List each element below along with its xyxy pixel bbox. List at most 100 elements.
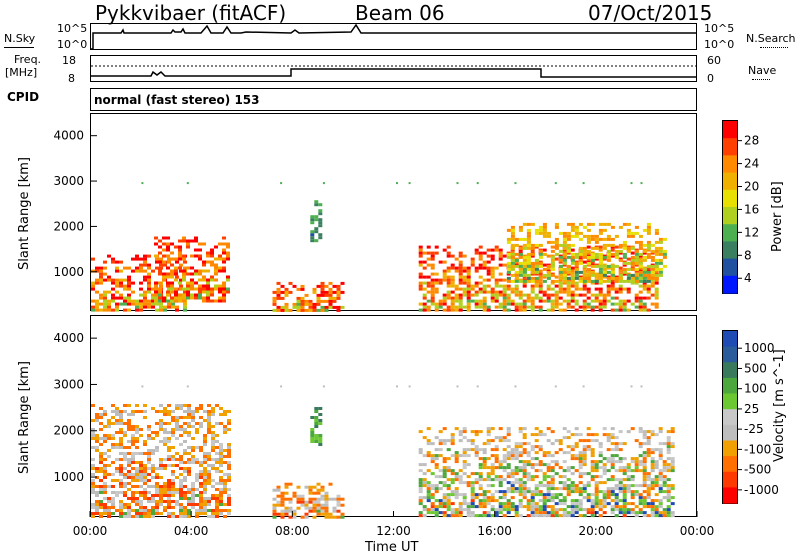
heatmap-cell [474, 514, 479, 518]
heatmap-cell [538, 305, 543, 309]
heatmap-cell [598, 308, 603, 312]
heatmap-cell [538, 469, 543, 473]
heatmap-cell [446, 505, 451, 509]
heatmap-cell [526, 240, 531, 244]
heatmap-cell [310, 434, 315, 437]
heatmap-cell [602, 293, 607, 297]
heatmap-cell [288, 281, 293, 285]
heatmap-cell [570, 243, 575, 247]
heatmap-cell [143, 506, 147, 509]
heatmap-cell [131, 437, 135, 440]
heatmap-cell [222, 236, 226, 240]
heatmap-cell [316, 308, 321, 312]
heatmap-cell [194, 293, 198, 297]
heatmap-cell [610, 427, 615, 431]
heatmap-cell [542, 511, 547, 515]
heatmap-cell [316, 296, 321, 300]
heatmap-cell [139, 491, 143, 494]
heatmap-cell [158, 287, 162, 291]
heatmap-cell [578, 463, 583, 467]
heatmap-cell [199, 470, 203, 473]
heatmap-cell [478, 290, 483, 294]
heatmap-cell [426, 257, 431, 261]
heatmap-cell [95, 437, 99, 440]
heatmap-cell [602, 228, 607, 232]
heatmap-cell [502, 502, 507, 506]
heatmap-cell [506, 490, 511, 494]
heatmap-cell [195, 476, 199, 479]
heatmap-cell [522, 299, 527, 303]
heatmap-cell [582, 249, 587, 253]
heatmap-cell [518, 499, 523, 503]
heatmap-cell [654, 508, 659, 512]
heatmap-cell [490, 466, 495, 470]
heatmap-cell [566, 276, 571, 280]
heatmap-cell [522, 246, 527, 250]
heatmap-cell [276, 290, 281, 294]
heatmap-cell [550, 484, 555, 488]
heatmap-cell [135, 302, 139, 306]
heatmap-cell [526, 451, 531, 455]
heatmap-cell [167, 422, 171, 425]
heatmap-cell [666, 445, 671, 449]
heatmap-cell [546, 499, 551, 503]
heatmap-cell [466, 275, 471, 279]
heatmap-cell [598, 502, 603, 506]
heatmap-cell [99, 500, 103, 503]
heatmap-cell [422, 463, 427, 467]
heatmap-cell [219, 497, 223, 500]
heatmap-cell [314, 203, 319, 207]
heatmap-cell [127, 419, 131, 422]
heatmap-cell [198, 269, 202, 273]
heatmap-cell [91, 287, 95, 291]
heatmap-cell [622, 308, 627, 312]
heatmap-cell [574, 255, 579, 259]
heatmap-cell [510, 246, 515, 250]
heatmap-cell [284, 512, 289, 516]
heatmap-cell [658, 475, 663, 479]
heatmap-cell [95, 281, 99, 285]
sparse-echo [396, 385, 398, 388]
heatmap-cell [127, 425, 131, 428]
heatmap-cell [506, 302, 511, 306]
heatmap-cell [514, 511, 519, 515]
heatmap-cell [518, 442, 523, 446]
heatmap-cell [498, 284, 503, 288]
heatmap-cell [167, 494, 171, 497]
heatmap-cell [646, 484, 651, 488]
heatmap-cell [634, 505, 639, 509]
heatmap-cell [111, 299, 115, 303]
heatmap-cell [450, 469, 455, 473]
heatmap-cell [99, 443, 103, 446]
heatmap-cell [111, 404, 115, 407]
heatmap-cell [634, 272, 639, 276]
heatmap-cell [534, 490, 539, 494]
heatmap-cell [486, 269, 491, 273]
heatmap-cell [618, 484, 623, 488]
heatmap-cell [107, 437, 111, 440]
heatmap-cell [478, 245, 483, 249]
heatmap-cell [442, 272, 447, 276]
heatmap-cell [163, 305, 167, 309]
heatmap-cell [614, 436, 619, 440]
heatmap-cell [558, 475, 563, 479]
heatmap-cell [654, 276, 659, 280]
heatmap-cell [646, 478, 651, 482]
heatmap-cell [670, 463, 675, 467]
heatmap-cell [111, 443, 115, 446]
heatmap-cell [506, 267, 511, 271]
heatmap-cell [582, 281, 587, 285]
heatmap-cell [486, 430, 491, 434]
heatmap-cell [574, 499, 579, 503]
colorbar-tick-label: 28 [744, 134, 759, 148]
heatmap-cell [332, 509, 337, 513]
heatmap-cell [187, 458, 191, 461]
heatmap-cell [227, 497, 231, 500]
heatmap-cell [446, 457, 451, 461]
heatmap-cell [276, 485, 281, 489]
heatmap-cell [304, 485, 309, 489]
heatmap-cell [127, 506, 131, 509]
heatmap-cell [534, 264, 539, 268]
heatmap-cell [91, 284, 95, 288]
heatmap-cell [622, 270, 627, 274]
